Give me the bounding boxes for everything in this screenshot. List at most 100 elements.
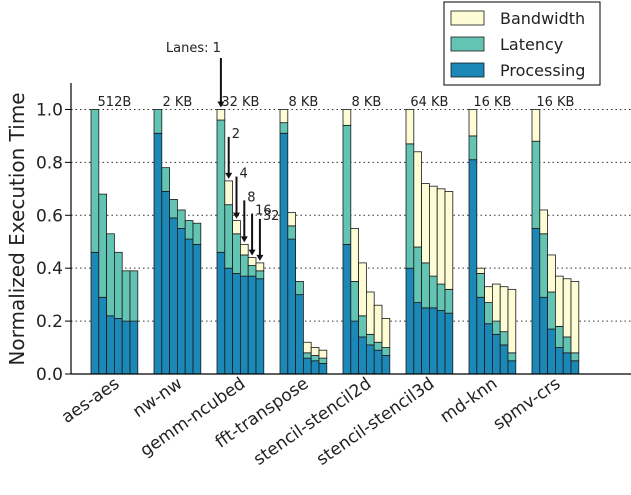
- bar-bandwidth: [484, 286, 493, 303]
- bar-latency: [310, 355, 320, 362]
- buffer-size-label: 16 KB: [473, 95, 511, 110]
- x-category-label: stencil-stencil2d: [250, 374, 375, 470]
- bar-processing: [224, 267, 234, 375]
- bar-group-spmv-crs: [531, 109, 580, 375]
- bar-processing: [491, 333, 501, 375]
- bar-processing: [318, 363, 328, 375]
- bar-bandwidth: [255, 262, 265, 272]
- bar-latency: [491, 320, 501, 335]
- bar-bandwidth: [318, 349, 328, 359]
- bar-processing: [413, 302, 422, 375]
- lane-count-label: 2: [232, 127, 240, 142]
- bar-latency: [106, 233, 115, 317]
- lane-arrow-32-head: [256, 254, 264, 261]
- bar-bandwidth: [232, 220, 241, 235]
- bar-processing: [184, 238, 194, 375]
- bar-latency: [342, 124, 352, 245]
- bar-bandwidth: [468, 109, 478, 137]
- bar-processing: [121, 320, 131, 375]
- bar-latency: [428, 275, 438, 309]
- bar-bandwidth: [555, 275, 564, 327]
- bar-latency: [358, 315, 367, 338]
- bar-bandwidth: [287, 212, 296, 227]
- legend-swatch-bandwidth: [450, 10, 485, 26]
- bar-latency: [295, 281, 304, 296]
- lanes-label: Lanes: 1: [166, 41, 221, 56]
- bar-latency: [176, 209, 186, 229]
- bar-processing: [499, 344, 509, 375]
- lane-count-label: 8: [247, 190, 255, 205]
- bar-bandwidth: [247, 257, 257, 266]
- bar-latency: [90, 109, 100, 253]
- y-axis-label: Normalized Execution Time: [5, 92, 29, 365]
- bar-group-nw-nw: [153, 109, 202, 375]
- bar-bandwidth: [365, 291, 375, 335]
- bar-latency: [413, 246, 422, 303]
- bar-processing: [114, 318, 123, 375]
- bar-latency: [192, 222, 202, 245]
- bar-bandwidth: [279, 109, 289, 124]
- buffer-size-label: 512B: [98, 95, 132, 110]
- bar-bandwidth: [539, 209, 548, 235]
- x-category-label: spmv-crs: [490, 374, 565, 435]
- bar-latency: [287, 225, 296, 240]
- bar-processing: [444, 312, 454, 375]
- bar-processing: [350, 320, 359, 375]
- bar-processing: [421, 307, 430, 375]
- bar-latency: [373, 341, 383, 351]
- bar-latency: [121, 270, 131, 322]
- bar-bandwidth: [358, 262, 367, 317]
- bar-processing: [358, 336, 367, 375]
- legend: Bandwidth Latency Processing: [443, 1, 601, 86]
- bar-latency: [476, 273, 485, 298]
- bar-processing: [531, 228, 541, 375]
- buffer-size-label: 8 KB: [351, 95, 381, 110]
- bar-processing: [562, 352, 572, 375]
- bar-processing: [436, 310, 446, 375]
- bar-group-stencil-stencil2d: [342, 109, 391, 375]
- bar-bandwidth: [499, 286, 509, 333]
- y-tick-label: 0.2: [36, 312, 63, 332]
- bar-latency: [381, 347, 391, 356]
- bar-processing: [373, 349, 383, 375]
- bar-processing: [255, 278, 265, 375]
- legend-label-latency: Latency: [500, 35, 563, 54]
- bar-processing: [287, 238, 296, 375]
- bar-latency: [169, 198, 178, 219]
- bar-bandwidth: [342, 109, 352, 126]
- bar-processing: [232, 273, 241, 375]
- y-tick-label: 0.8: [36, 153, 63, 173]
- lane-arrow-8-head: [240, 236, 248, 243]
- bar-processing: [247, 275, 257, 375]
- y-tick-label: 0.6: [36, 206, 63, 226]
- bar-processing: [365, 344, 375, 375]
- x-category-label: stencil-stencil3d: [313, 374, 438, 470]
- bar-latency: [239, 254, 249, 277]
- buffer-size-label: 8 KB: [288, 95, 318, 110]
- lane-count-label: 4: [240, 167, 248, 182]
- bar-group-aes-aes: [90, 109, 139, 375]
- bar-bandwidth: [436, 188, 446, 285]
- bar-bandwidth: [421, 183, 430, 264]
- lane-arrow-4-head: [233, 212, 240, 219]
- lane-count-label: 16: [255, 204, 272, 219]
- bar-bandwidth: [428, 185, 438, 277]
- bar-latency: [129, 270, 139, 322]
- bar-latency: [224, 204, 234, 269]
- bar-latency: [468, 135, 478, 161]
- bar-processing: [161, 191, 171, 375]
- bar-latency: [232, 233, 241, 274]
- bar-processing: [484, 323, 493, 375]
- bar-latency: [247, 265, 257, 277]
- bar-latency: [255, 270, 265, 280]
- bar-bandwidth: [224, 180, 234, 206]
- bar-group-fft-transpose: [279, 109, 328, 375]
- bar-latency: [507, 352, 517, 362]
- buffer-size-label: 16 KB: [536, 95, 574, 110]
- bar-bandwidth: [491, 283, 501, 322]
- bar-processing: [547, 328, 556, 375]
- bar-latency: [365, 333, 375, 346]
- bar-processing: [570, 360, 580, 375]
- bar-latency: [405, 143, 415, 269]
- bar-processing: [176, 228, 186, 375]
